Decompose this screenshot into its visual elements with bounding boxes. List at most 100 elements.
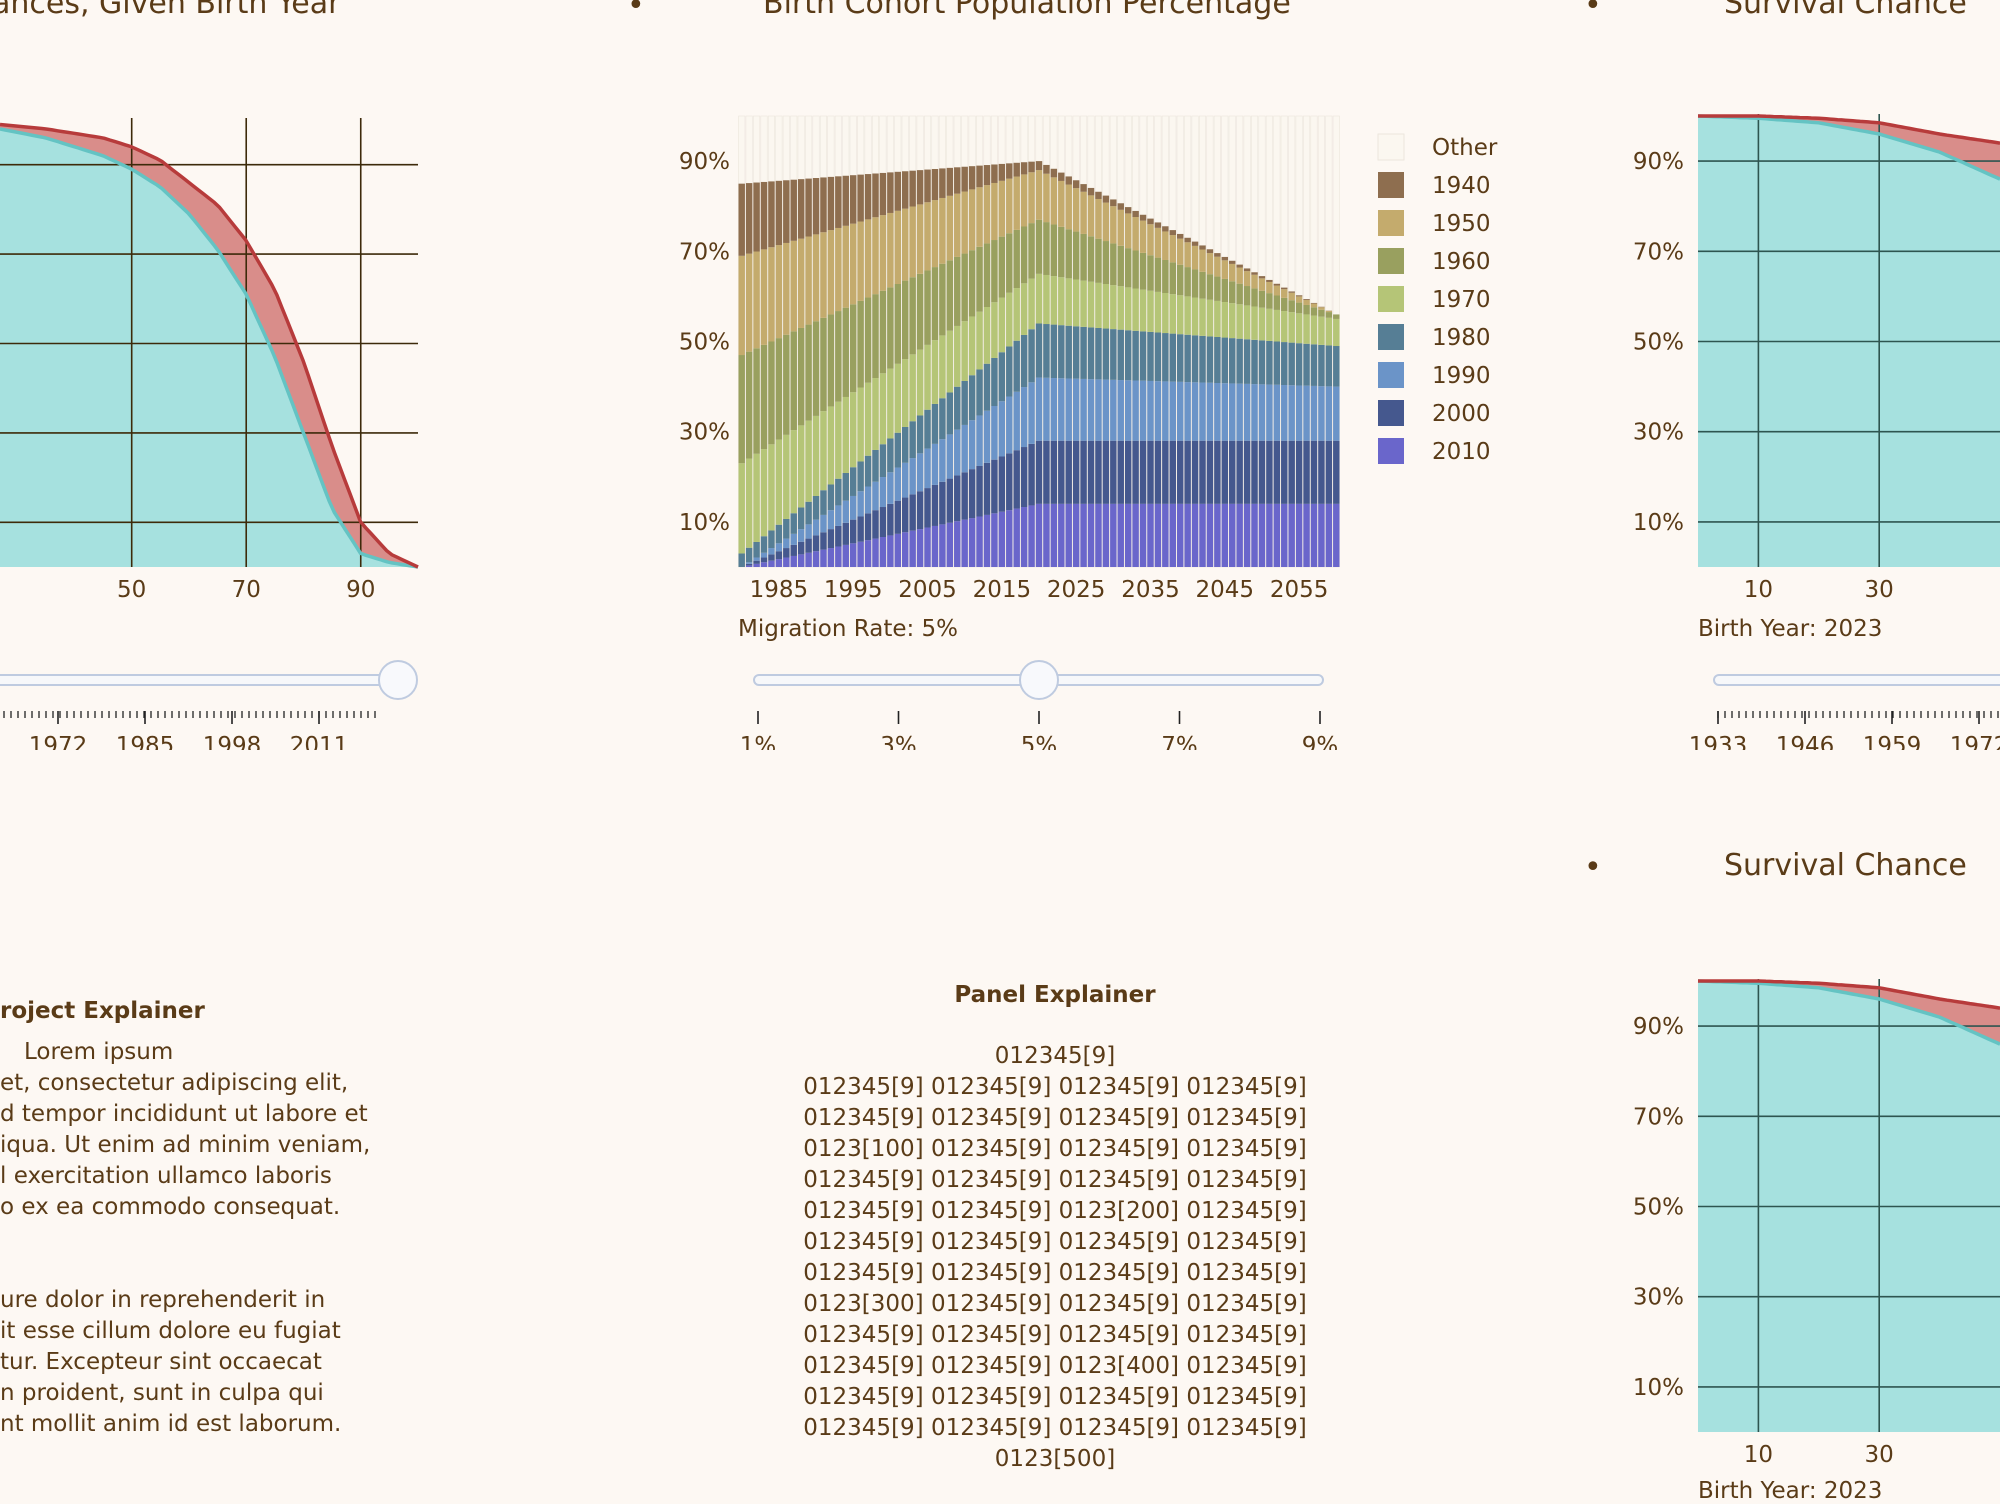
cohort-bar-segment	[1184, 335, 1190, 382]
cohort-bar-segment	[1281, 342, 1287, 385]
cohort-bar-segment	[776, 543, 782, 551]
cohort-bar-segment	[1036, 274, 1042, 324]
cohort-bar-segment	[1021, 226, 1027, 283]
cohort-bar-segment	[746, 565, 752, 567]
cohort-bar-segment	[1013, 230, 1019, 288]
birth-year-slider-right[interactable]: 1933194619591972	[1680, 650, 2000, 750]
cohort-bar-segment	[1080, 192, 1086, 234]
cohort-bar-segment	[1118, 210, 1124, 246]
cohort-bar-segment	[872, 510, 878, 538]
cohort-bar-segment	[1244, 305, 1250, 339]
cohort-bar-segment	[820, 532, 826, 549]
cohort-bar-segment	[954, 257, 960, 326]
migration-rate-slider[interactable]: 1%3%5%7%9%	[720, 650, 1350, 750]
legend-swatch	[1378, 400, 1404, 426]
cohort-bar-segment	[880, 291, 886, 374]
cohort-bar-segment	[1266, 282, 1272, 293]
panel-explainer-heading: Panel Explainer	[770, 980, 1340, 1011]
slider-tick-label: 3%	[880, 733, 917, 750]
cohort-bar-segment	[1333, 441, 1339, 504]
cohort-bar-segment	[961, 520, 967, 567]
cohort-bar-segment	[1266, 309, 1272, 341]
cohort-bar-segment	[813, 496, 819, 520]
cohort-bar-segment	[1147, 381, 1153, 441]
cohort-bar-segment	[932, 200, 938, 267]
cohort-bar-segment	[776, 181, 782, 245]
cohort-bar-segment	[954, 326, 960, 387]
cohort-bar-segment	[1073, 504, 1079, 567]
cohort-chart-title: Birth Cohort Population Percentage	[763, 0, 1291, 21]
cohort-bar-segment	[1132, 211, 1138, 217]
cohort-bar-segment	[1051, 325, 1057, 378]
cohort-bar-segment	[1229, 303, 1235, 338]
panel-explainer-line: 012345[9] 012345[9] 0123[200] 012345[9]	[770, 1196, 1340, 1227]
cohort-bar-segment	[895, 284, 901, 364]
cohort-bar-segment	[1214, 301, 1220, 337]
cohort-bar-segment	[1222, 338, 1228, 384]
cohort-bar-segment	[1147, 224, 1153, 255]
cohort-bar-segment	[887, 438, 893, 472]
cohort-bar-segment	[1103, 241, 1109, 284]
slider-handle[interactable]	[1020, 661, 1058, 699]
cohort-bar-segment	[1303, 504, 1309, 567]
cohort-bar-segment	[1058, 277, 1064, 325]
cohort-bar-segment	[1140, 441, 1146, 504]
cohort-bar-segment	[1318, 441, 1324, 504]
cohort-bar-segment	[1006, 397, 1012, 454]
cohort-bar-segment	[1043, 222, 1049, 275]
cohort-bar-segment	[1288, 291, 1294, 292]
cohort-bar-segment	[1103, 284, 1109, 329]
cohort-bar-segment	[1147, 291, 1153, 332]
project-explainer-heading: roject Explainer	[0, 996, 370, 1027]
cohort-bar-segment	[1281, 385, 1287, 441]
cohort-bar-segment	[850, 304, 856, 392]
y-tick-label: 30%	[1633, 1285, 1684, 1311]
cohort-bar-segment	[1140, 290, 1146, 332]
legend-label: 1990	[1432, 363, 1491, 389]
cohort-bar-segment	[1184, 242, 1190, 267]
legend-swatch	[1378, 438, 1404, 464]
cohort-bar-segment	[1125, 213, 1131, 248]
cohort-bar-segment	[761, 249, 767, 344]
cohort-bar-segment	[880, 444, 886, 477]
cohort-bar-segment	[1333, 346, 1339, 387]
cohort-bar-segment	[835, 311, 841, 402]
cohort-bar-segment	[1028, 382, 1034, 444]
cohort-bar-segment	[761, 553, 767, 558]
cohort-bar-segment	[1326, 441, 1332, 504]
cohort-bar-segment	[1333, 387, 1339, 441]
cohort-bar-segment	[1170, 235, 1176, 262]
x-tick-label: 2005	[898, 577, 957, 600]
panel-explainer-line: 0123[500]	[770, 1444, 1340, 1475]
cohort-bar-segment	[1051, 224, 1057, 276]
cohort-bar-segment	[991, 460, 997, 514]
cohort-bar-segment	[1095, 239, 1101, 283]
cohort-bar-segment	[991, 513, 997, 567]
middle-panel-bullet: •	[627, 0, 645, 23]
cohort-bar-segment	[746, 254, 752, 352]
cohort-bar-segment	[1259, 308, 1265, 341]
cohort-bar-segment	[1274, 284, 1280, 286]
cohort-bar-segment	[1125, 287, 1131, 330]
cohort-bar-segment	[1318, 345, 1324, 386]
cohort-bar-segment	[865, 298, 871, 383]
cohort-bar-segment	[1080, 441, 1086, 504]
cohort-bar-segment	[1251, 504, 1257, 567]
cohort-bar-segment	[1125, 207, 1131, 213]
cohort-bar-segment	[791, 556, 797, 567]
cohort-bar-segment	[739, 463, 745, 553]
project-explainer-line: d tempor incididunt ut labore et	[0, 1099, 370, 1130]
cohort-bar-segment	[902, 209, 908, 281]
panel-explainer-line: 012345[9] 012345[9] 012345[9] 012345[9]	[770, 1320, 1340, 1351]
cohort-bar-segment	[976, 166, 982, 188]
cohort-bar-segment	[828, 177, 834, 230]
cohort-bar-segment	[1170, 230, 1176, 235]
cohort-bar-segment	[805, 421, 811, 502]
cohort-bar-segment	[805, 539, 811, 553]
cohort-bar-segment	[746, 459, 752, 548]
cohort-bar-segment	[1021, 387, 1027, 447]
slider-handle[interactable]	[379, 661, 417, 699]
cohort-bar-segment	[1214, 337, 1220, 383]
